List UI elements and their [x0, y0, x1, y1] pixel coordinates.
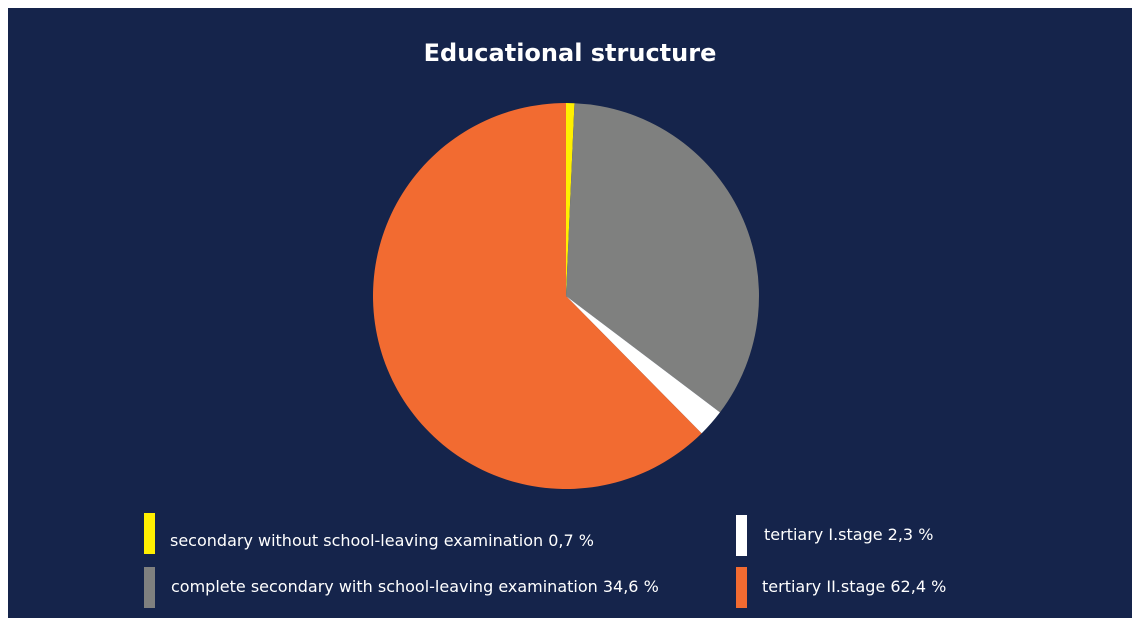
pie-slice-complete-secondary-with-school-leaving-examination [566, 103, 759, 413]
chart-panel: Educational structure secondary without … [8, 8, 1132, 618]
legend-label: tertiary II.stage 62,4 % [762, 577, 947, 596]
pie-chart [373, 103, 759, 489]
legend-swatch [736, 567, 747, 608]
legend-swatch [736, 515, 747, 556]
chart-title: Educational structure [423, 39, 717, 67]
pie-slice-secondary-without-school-leaving-examination [566, 103, 575, 296]
pie-slice-tertiary-ii-stage [373, 103, 702, 489]
legend-swatch [144, 567, 155, 608]
pie-slice-tertiary-i-stage [566, 296, 720, 434]
legend-label: tertiary I.stage 2,3 % [764, 525, 934, 544]
legend-label: complete secondary with school-leaving e… [171, 577, 659, 596]
legend-swatch [144, 513, 155, 554]
legend-label: secondary without school-leaving examina… [170, 531, 594, 550]
